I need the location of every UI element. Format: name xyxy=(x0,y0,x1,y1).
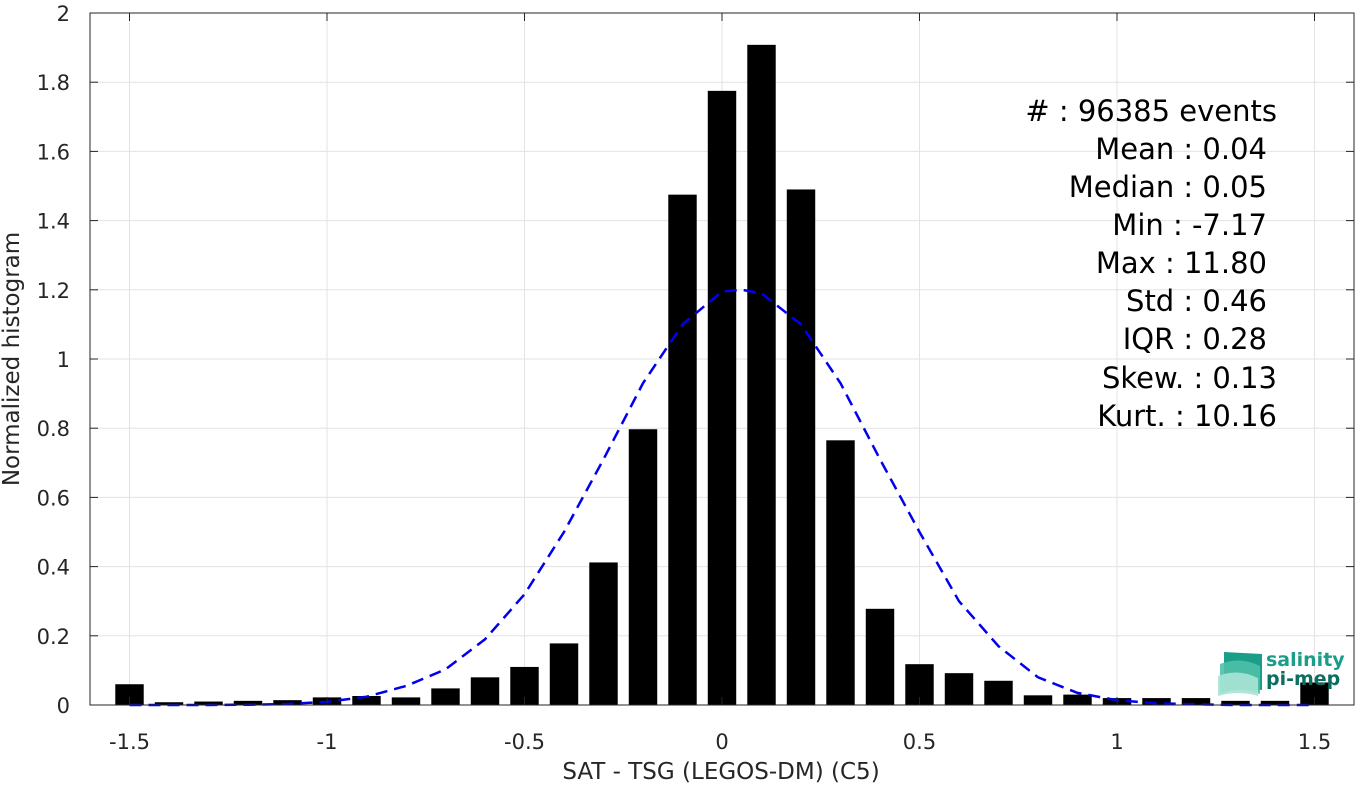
histogram-bar xyxy=(273,700,302,705)
logo-text-pimep: pi-mep xyxy=(1266,668,1340,690)
stat-min: Min : -7.17 xyxy=(1112,208,1267,242)
plot-axes xyxy=(89,12,1355,706)
stat-kurtosis: Kurt. : 10.16 xyxy=(1097,399,1277,433)
y-tick-label: 1.8 xyxy=(37,71,70,95)
logo-waves-icon xyxy=(1218,652,1262,696)
x-tick-label: -1.5 xyxy=(109,730,150,754)
x-tick-label: 1 xyxy=(1110,730,1123,754)
stat-skewness: Skew. : 0.13 xyxy=(1102,361,1277,395)
y-tick-label: 0.6 xyxy=(37,486,70,510)
histogram-bar xyxy=(1300,682,1329,705)
stat-max: Max : 11.80 xyxy=(1096,246,1267,280)
y-tick-label: 1.2 xyxy=(37,279,70,303)
histogram-bar xyxy=(233,700,263,705)
stat-iqr: IQR : 0.28 xyxy=(1123,322,1267,356)
histogram-bar xyxy=(154,702,184,705)
y-tick-label: 0.8 xyxy=(37,417,70,441)
histogram-bar xyxy=(1142,698,1171,705)
y-axis-label: Normalized histogram xyxy=(0,232,25,486)
x-tick-label: 1.5 xyxy=(1298,730,1331,754)
histogram-bar xyxy=(1221,700,1250,705)
y-tick-label: 1.4 xyxy=(37,210,70,234)
logo-text-salinity: salinity xyxy=(1266,649,1345,671)
histogram-bar xyxy=(1260,700,1290,705)
histogram-bar xyxy=(1063,694,1092,705)
histogram-bar xyxy=(549,643,579,705)
histogram-bars xyxy=(115,44,1329,706)
histogram-bar xyxy=(628,429,658,705)
histogram-bar xyxy=(115,684,144,705)
y-tick-label: 2 xyxy=(57,2,70,26)
x-tick-label: 0.5 xyxy=(903,730,936,754)
x-axis-label: SAT - TSG (LEGOS-DM) (C5) xyxy=(562,759,879,785)
histogram-bar xyxy=(984,680,1013,705)
x-tick-labels: -1.5 -1 -0.5 0 0.5 1 1.5 xyxy=(109,730,1331,754)
stat-mean: Mean : 0.04 xyxy=(1095,132,1267,166)
histogram-bar xyxy=(865,608,895,705)
histogram-bar xyxy=(944,673,974,705)
histogram-bar xyxy=(707,90,737,706)
y-tick-labels: 0 0.2 0.4 0.6 0.8 1 1.2 1.4 1.6 1.8 2 xyxy=(37,2,70,718)
y-tick-label: 0.2 xyxy=(37,625,70,649)
histogram-bar xyxy=(826,440,855,705)
histogram-bar xyxy=(1023,695,1053,705)
histogram-bar xyxy=(668,194,697,705)
stat-events: # : 96385 events xyxy=(1025,94,1277,128)
histogram-bar xyxy=(470,677,500,705)
histogram-bar xyxy=(194,701,223,705)
histogram-bar xyxy=(391,697,421,705)
histogram-bar xyxy=(352,696,381,705)
y-tick-label: 0 xyxy=(57,694,70,718)
stat-median: Median : 0.05 xyxy=(1069,170,1267,204)
y-tick-label: 1.6 xyxy=(37,140,70,164)
x-tick-label: 0 xyxy=(715,730,728,754)
histogram-bar xyxy=(747,44,776,705)
y-tick-label: 0.4 xyxy=(37,556,70,580)
x-tick-label: -1 xyxy=(317,730,338,754)
histogram-bar xyxy=(431,688,460,705)
histogram-bar xyxy=(589,562,618,705)
histogram-bar xyxy=(786,189,816,705)
x-tick-label: -0.5 xyxy=(504,730,545,754)
gaussian-fit-curve xyxy=(129,288,1315,707)
salinity-pimep-logo: salinity pi-mep xyxy=(1218,649,1345,696)
statistics-box: # : 96385 events Mean : 0.04 Median : 0.… xyxy=(1025,94,1277,433)
histogram-bar xyxy=(1181,698,1211,705)
y-tick-label: 1 xyxy=(57,348,70,372)
stat-std: Std : 0.46 xyxy=(1126,284,1267,318)
